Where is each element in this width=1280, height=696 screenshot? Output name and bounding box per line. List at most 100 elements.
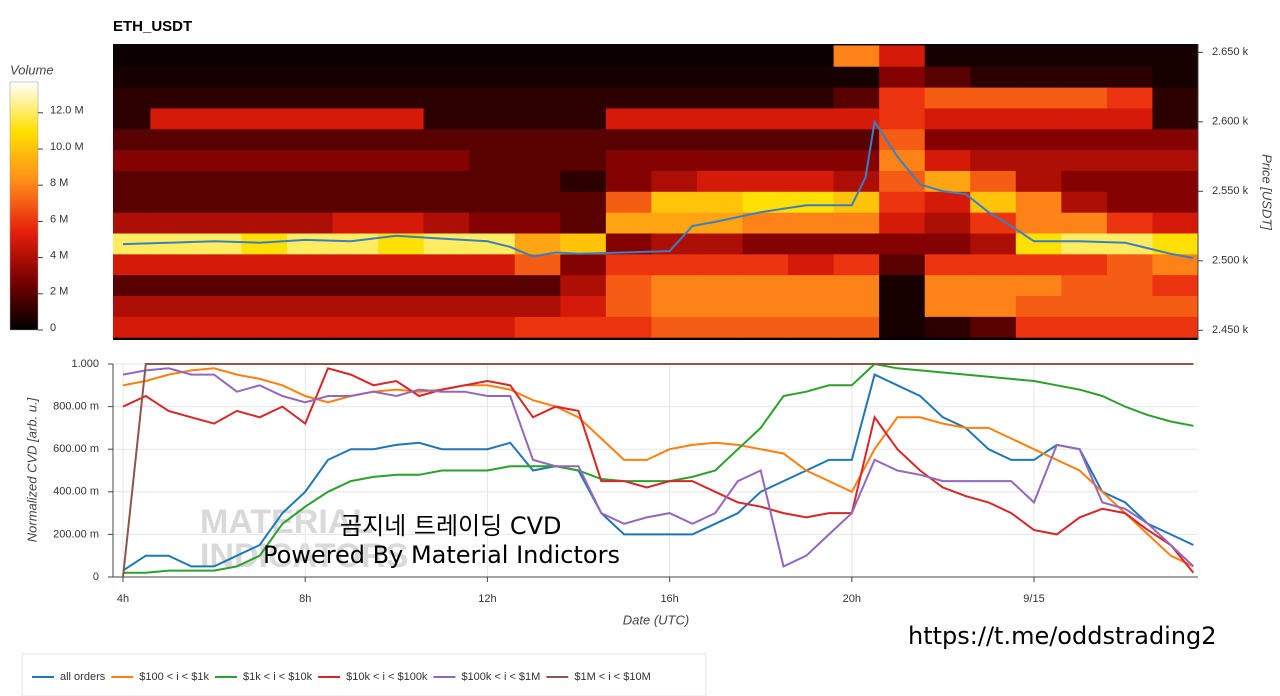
heatmap-cell (469, 66, 516, 88)
heatmap-cell (924, 107, 971, 130)
heatmap-cell (605, 295, 652, 317)
heatmap-cell (651, 253, 698, 276)
heatmap-cell (1152, 253, 1198, 276)
heatmap-cell (514, 316, 561, 338)
colorbar-tick-label: 10.0 M (50, 141, 84, 153)
heatmap-cell (332, 170, 379, 192)
y-tick-label: 0 (93, 571, 99, 583)
legend-label: $1M < i < $10M (574, 671, 650, 683)
heatmap-cell (651, 191, 698, 213)
colorbar-tick-label: 0 (50, 322, 56, 334)
heatmap-cell (924, 316, 971, 338)
heatmap-cell (423, 45, 470, 67)
heatmap-cell (287, 253, 334, 276)
heatmap-cell (332, 45, 379, 67)
heatmap-cell (833, 232, 880, 255)
heatmap-cell (560, 212, 607, 234)
heatmap-cell (423, 232, 470, 255)
heatmap-cell (514, 128, 561, 151)
heatmap-cell (241, 191, 288, 213)
heatmap-cell (696, 274, 744, 297)
heatmap-cell (241, 87, 288, 109)
heatmap-cell (241, 232, 288, 255)
heatmap-cell (788, 295, 835, 317)
heatmap-cell (788, 274, 835, 297)
heatmap-cell (788, 316, 835, 338)
heatmap-cell (1061, 128, 1108, 151)
heatmap-cell (1061, 191, 1108, 213)
heatmap-cell (287, 232, 334, 255)
heatmap-cell (332, 253, 379, 276)
heatmap-cell (1015, 45, 1062, 67)
x-tick-label: 12h (478, 593, 496, 605)
heatmap-cell (924, 274, 971, 297)
heatmap-cell (560, 274, 607, 297)
heatmap-cell (651, 232, 698, 255)
heatmap-cell (742, 107, 789, 130)
heatmap-cell (742, 128, 789, 151)
heatmap-cell (651, 66, 698, 88)
heatmap-cell (833, 212, 880, 234)
heatmap-cell (332, 316, 379, 338)
heatmap-cell (469, 212, 516, 234)
heatmap-cell (1061, 107, 1108, 130)
heatmap-cell (879, 149, 926, 171)
heatmap-cell (605, 316, 652, 338)
heatmap-cell (924, 212, 971, 234)
heatmap-cell (150, 253, 197, 276)
legend-label: all orders (60, 671, 106, 683)
legend-label: $100k < i < $1M (461, 671, 540, 683)
heatmap-cell (195, 232, 242, 255)
price-line (122, 119, 1194, 259)
y-tick-label: 400.00 m (53, 486, 99, 498)
heatmap-cell (1061, 45, 1108, 67)
heatmap-cell (879, 45, 926, 67)
heatmap-cell (833, 128, 880, 151)
heatmap-cell (241, 316, 288, 338)
heatmap-cell (287, 66, 334, 88)
heatmap-cell (150, 232, 197, 255)
x-tick-label: 16h (660, 593, 678, 605)
heatmap-cell (970, 253, 1017, 276)
heatmap-cell (195, 253, 242, 276)
heatmap-cell (195, 149, 242, 171)
heatmap-cell (970, 45, 1017, 67)
heatmap-cell (514, 66, 561, 88)
heatmap-cell (113, 149, 151, 171)
heatmap-cell (423, 107, 470, 130)
heatmap-cell (1061, 316, 1108, 338)
heatmap-cell (651, 212, 698, 234)
heatmap-cell (879, 66, 926, 88)
heatmap-cell (1061, 295, 1108, 317)
heatmap-cell (1106, 149, 1153, 171)
heatmap-cell (514, 107, 561, 130)
heatmap-cell (1015, 316, 1062, 338)
heatmap-cell (833, 45, 880, 67)
series-line (122, 367, 1195, 568)
heatmap-cell (241, 253, 288, 276)
heatmap-cell (788, 107, 835, 130)
heatmap-cell (423, 66, 470, 88)
heatmap-cell (605, 107, 652, 130)
cvd-plot: 0 200.00 m 400.00 m 600.00 m 800.00 m 1.000 4h… (53, 358, 1198, 605)
heatmap-cell (113, 45, 151, 67)
heatmap-cell (113, 274, 151, 297)
heatmap-cell (514, 274, 561, 297)
heatmap-cell (879, 295, 926, 317)
heatmap-cell (879, 191, 926, 213)
heatmap-cell (696, 170, 744, 192)
heatmap-cell (970, 107, 1017, 130)
heatmap-cell (1061, 274, 1108, 297)
heatmap-cell (788, 128, 835, 151)
heatmap-cell (1152, 232, 1198, 255)
heatmap-cell (696, 107, 744, 130)
heatmap-cell (742, 232, 789, 255)
heatmap-cell (833, 274, 880, 297)
series-line (122, 367, 1195, 574)
heatmap-cell (195, 107, 242, 130)
heatmap-cell (651, 295, 698, 317)
heatmap-cell (1106, 274, 1153, 297)
heatmap-cell (1106, 128, 1153, 151)
heatmap-cell (378, 212, 425, 234)
heatmap-cell (287, 191, 334, 213)
